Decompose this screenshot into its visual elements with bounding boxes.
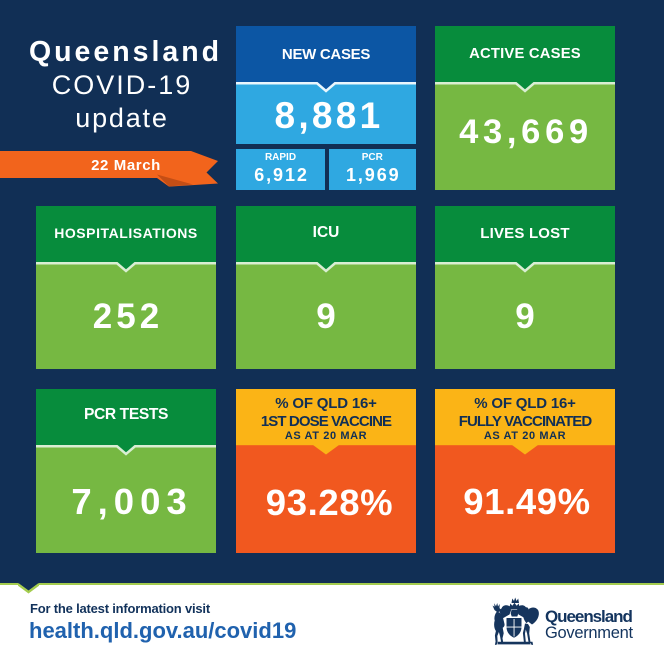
svg-text:22 March: 22 March [91,157,161,174]
